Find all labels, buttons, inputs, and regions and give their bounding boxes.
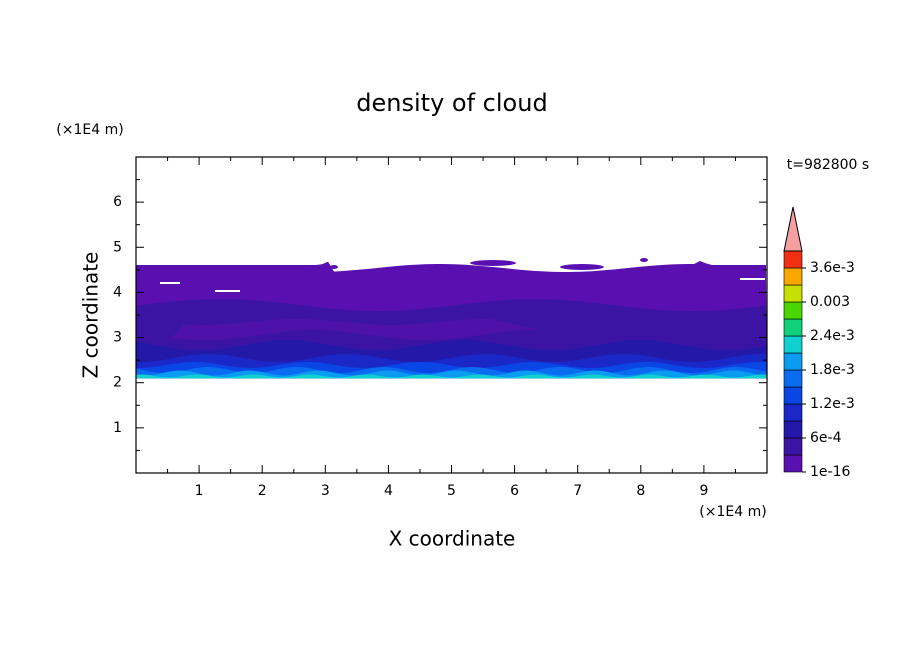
colorbar-tick-label: 1.2e-3 — [810, 396, 855, 412]
y-unit: (×1E4 m) — [56, 122, 123, 138]
x-axis-label: X coordinate — [389, 527, 516, 551]
colorbar-bin — [783, 437, 803, 456]
colorbar-bin — [783, 420, 803, 439]
colorbar-tick-label: 0.003 — [810, 294, 850, 310]
contour-gap — [740, 278, 765, 280]
x-tick-label: 5 — [447, 483, 456, 499]
colorbar-bin — [783, 301, 803, 320]
contour-band — [470, 260, 516, 266]
y-tick-label: 5 — [113, 239, 122, 255]
contour-field — [136, 258, 767, 379]
colorbar-tick-label: 3.6e-3 — [810, 260, 855, 276]
x-tick-label: 8 — [636, 483, 645, 499]
x-tick-label: 2 — [258, 483, 267, 499]
y-tick-label: 3 — [113, 330, 122, 346]
colorbar-bin — [783, 335, 803, 354]
colorbar-bin — [783, 352, 803, 371]
contour-gap — [160, 282, 180, 284]
x-tick-label: 4 — [384, 483, 393, 499]
colorbar-tick-label: 1.8e-3 — [810, 362, 855, 378]
colorbar-bin — [783, 318, 803, 337]
x-tick-label: 9 — [699, 483, 708, 499]
x-unit: (×1E4 m) — [699, 504, 766, 520]
x-tick-label: 6 — [510, 483, 519, 499]
contour-band — [640, 258, 648, 262]
chart-title: density of cloud — [356, 89, 547, 117]
colorbar-tick-label: 2.4e-3 — [810, 328, 855, 344]
colorbar-tick-label: 6e-4 — [810, 430, 842, 446]
colorbar-bin — [783, 250, 803, 269]
colorbar-extend — [783, 206, 803, 252]
y-tick-label: 2 — [113, 375, 122, 391]
colorbar-bin — [783, 386, 803, 405]
time-label: t=982800 s — [787, 157, 869, 173]
y-tick-label: 6 — [113, 194, 122, 210]
x-tick-label: 7 — [573, 483, 582, 499]
colorbar-bin — [783, 369, 803, 388]
y-axis-label: Z coordinate — [79, 252, 103, 379]
colorbar-bin — [783, 284, 803, 303]
y-tick-label: 4 — [113, 284, 122, 300]
contour-band — [330, 265, 338, 269]
x-tick-label: 3 — [321, 483, 330, 499]
x-tick-label: 1 — [195, 483, 204, 499]
colorbar-tick-label: 1e-16 — [810, 464, 850, 480]
contour-band — [136, 374, 767, 379]
contour-band — [560, 264, 604, 270]
contour-band — [136, 370, 767, 379]
colorbar-bin — [783, 403, 803, 422]
colorbar-bin — [783, 267, 803, 286]
contour-gap — [215, 290, 240, 292]
y-tick-label: 1 — [113, 420, 122, 436]
colorbar-bin — [783, 454, 803, 473]
